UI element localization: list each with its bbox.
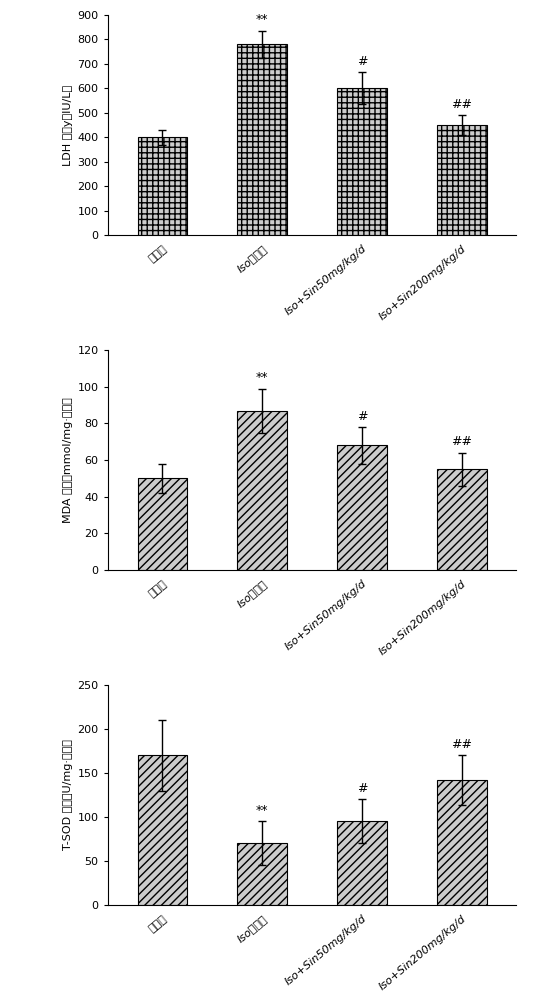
Text: ##: ## [451, 98, 472, 111]
Text: ##: ## [451, 738, 472, 751]
Text: **: ** [256, 13, 268, 26]
Text: #: # [357, 55, 367, 68]
Text: 对照组: 对照组 [147, 913, 169, 934]
Bar [138, 137, 187, 235]
Bar [337, 445, 387, 570]
Y-axis label: T-SOD 活性（U/mg·蛋白）: T-SOD 活性（U/mg·蛋白） [63, 740, 73, 850]
Text: Iso+Sin200mg/kg/d: Iso+Sin200mg/kg/d [377, 578, 468, 657]
Text: #: # [357, 410, 367, 423]
Bar [237, 44, 287, 235]
Text: **: ** [256, 804, 268, 817]
Text: #: # [357, 782, 367, 795]
Text: Iso模型组: Iso模型组 [235, 578, 268, 609]
Y-axis label: MDA 含量（mmol/mg·蛋白）: MDA 含量（mmol/mg·蛋白） [63, 397, 73, 523]
Text: Iso模型组: Iso模型组 [235, 243, 268, 274]
Bar [437, 469, 486, 570]
Text: Iso模型组: Iso模型组 [235, 913, 268, 944]
Text: 对照组: 对照组 [147, 578, 169, 599]
Y-axis label: LDH 活性y（IU/L）: LDH 活性y（IU/L） [63, 84, 73, 166]
Bar [138, 478, 187, 570]
Text: Iso+Sin50mg/kg/d: Iso+Sin50mg/kg/d [283, 578, 369, 652]
Text: 对照组: 对照组 [147, 243, 169, 264]
Bar [437, 125, 486, 235]
Text: ##: ## [451, 435, 472, 448]
Bar [237, 411, 287, 570]
Bar [337, 88, 387, 235]
Bar [437, 780, 486, 905]
Text: Iso+Sin50mg/kg/d: Iso+Sin50mg/kg/d [283, 243, 369, 317]
Text: **: ** [256, 371, 268, 384]
Text: Iso+Sin200mg/kg/d: Iso+Sin200mg/kg/d [377, 243, 468, 322]
Text: Iso+Sin50mg/kg/d: Iso+Sin50mg/kg/d [283, 913, 369, 987]
Bar [337, 821, 387, 905]
Text: Iso+Sin200mg/kg/d: Iso+Sin200mg/kg/d [377, 913, 468, 992]
Bar [237, 843, 287, 905]
Bar [138, 755, 187, 905]
